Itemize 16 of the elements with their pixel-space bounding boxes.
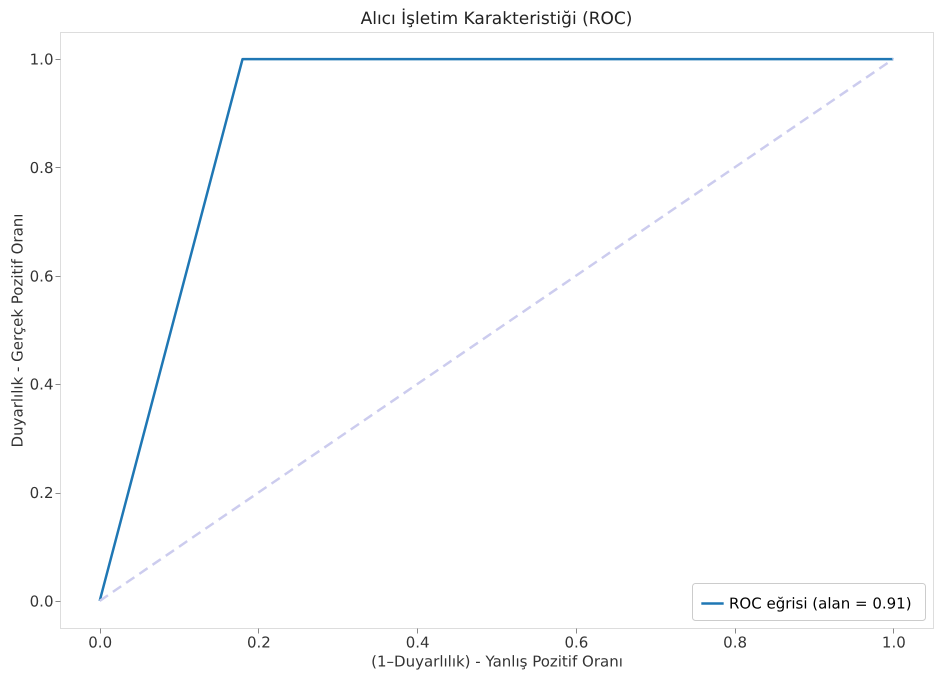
y-tick-label: 0.4 [30, 376, 54, 394]
legend-label: ROC eğrisi (alan = 0.91) [729, 594, 912, 612]
x-tick-label: 0.2 [246, 634, 271, 652]
x-axis-title: (1–Duyarlılık) - Yanlış Pozitif Oranı [371, 652, 623, 670]
x-tick-label: 0.4 [406, 634, 430, 652]
y-tick-label: 0.8 [30, 158, 54, 177]
y-tick-label: 0.0 [30, 592, 54, 610]
x-tick-label: 1.0 [882, 634, 906, 652]
x-tick-label: 0.0 [88, 634, 112, 652]
y-tick-label: 0.2 [30, 484, 54, 502]
x-tick-label: 0.6 [564, 634, 588, 652]
chart-title: Alıcı İşletim Karakteristiği (ROC) [360, 8, 632, 29]
y-axis-title: Duyarlılık - Gerçek Pozitif Oranı [8, 214, 27, 448]
x-tick-label: 0.8 [723, 634, 748, 652]
y-tick-label: 1.0 [30, 50, 54, 69]
y-tick-label: 0.6 [30, 267, 54, 286]
